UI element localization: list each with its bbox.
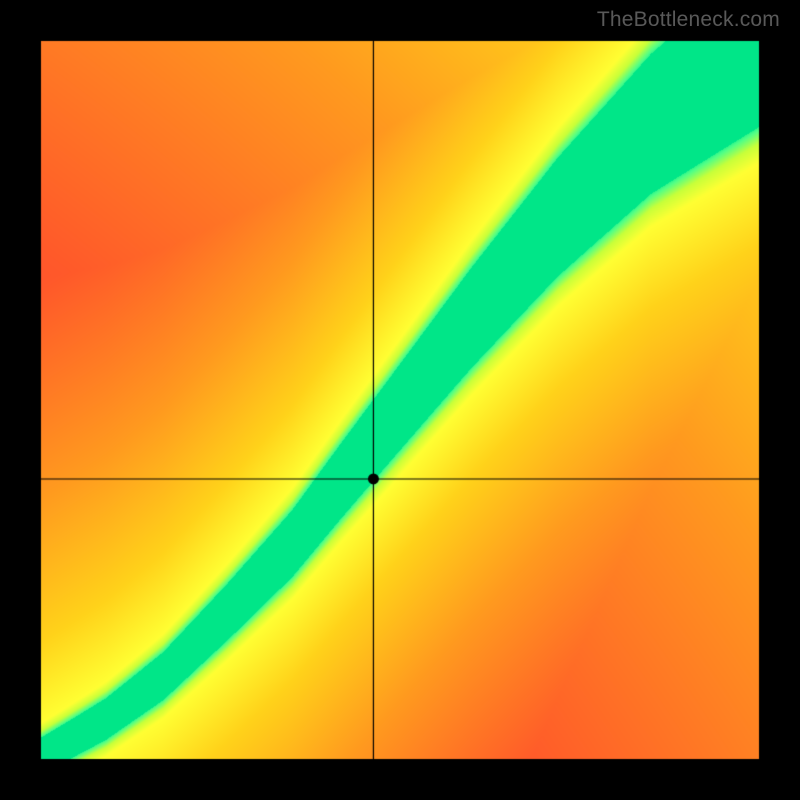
bottleneck-heatmap	[0, 0, 800, 800]
chart-container: TheBottleneck.com	[0, 0, 800, 800]
watermark-text: TheBottleneck.com	[597, 8, 780, 32]
